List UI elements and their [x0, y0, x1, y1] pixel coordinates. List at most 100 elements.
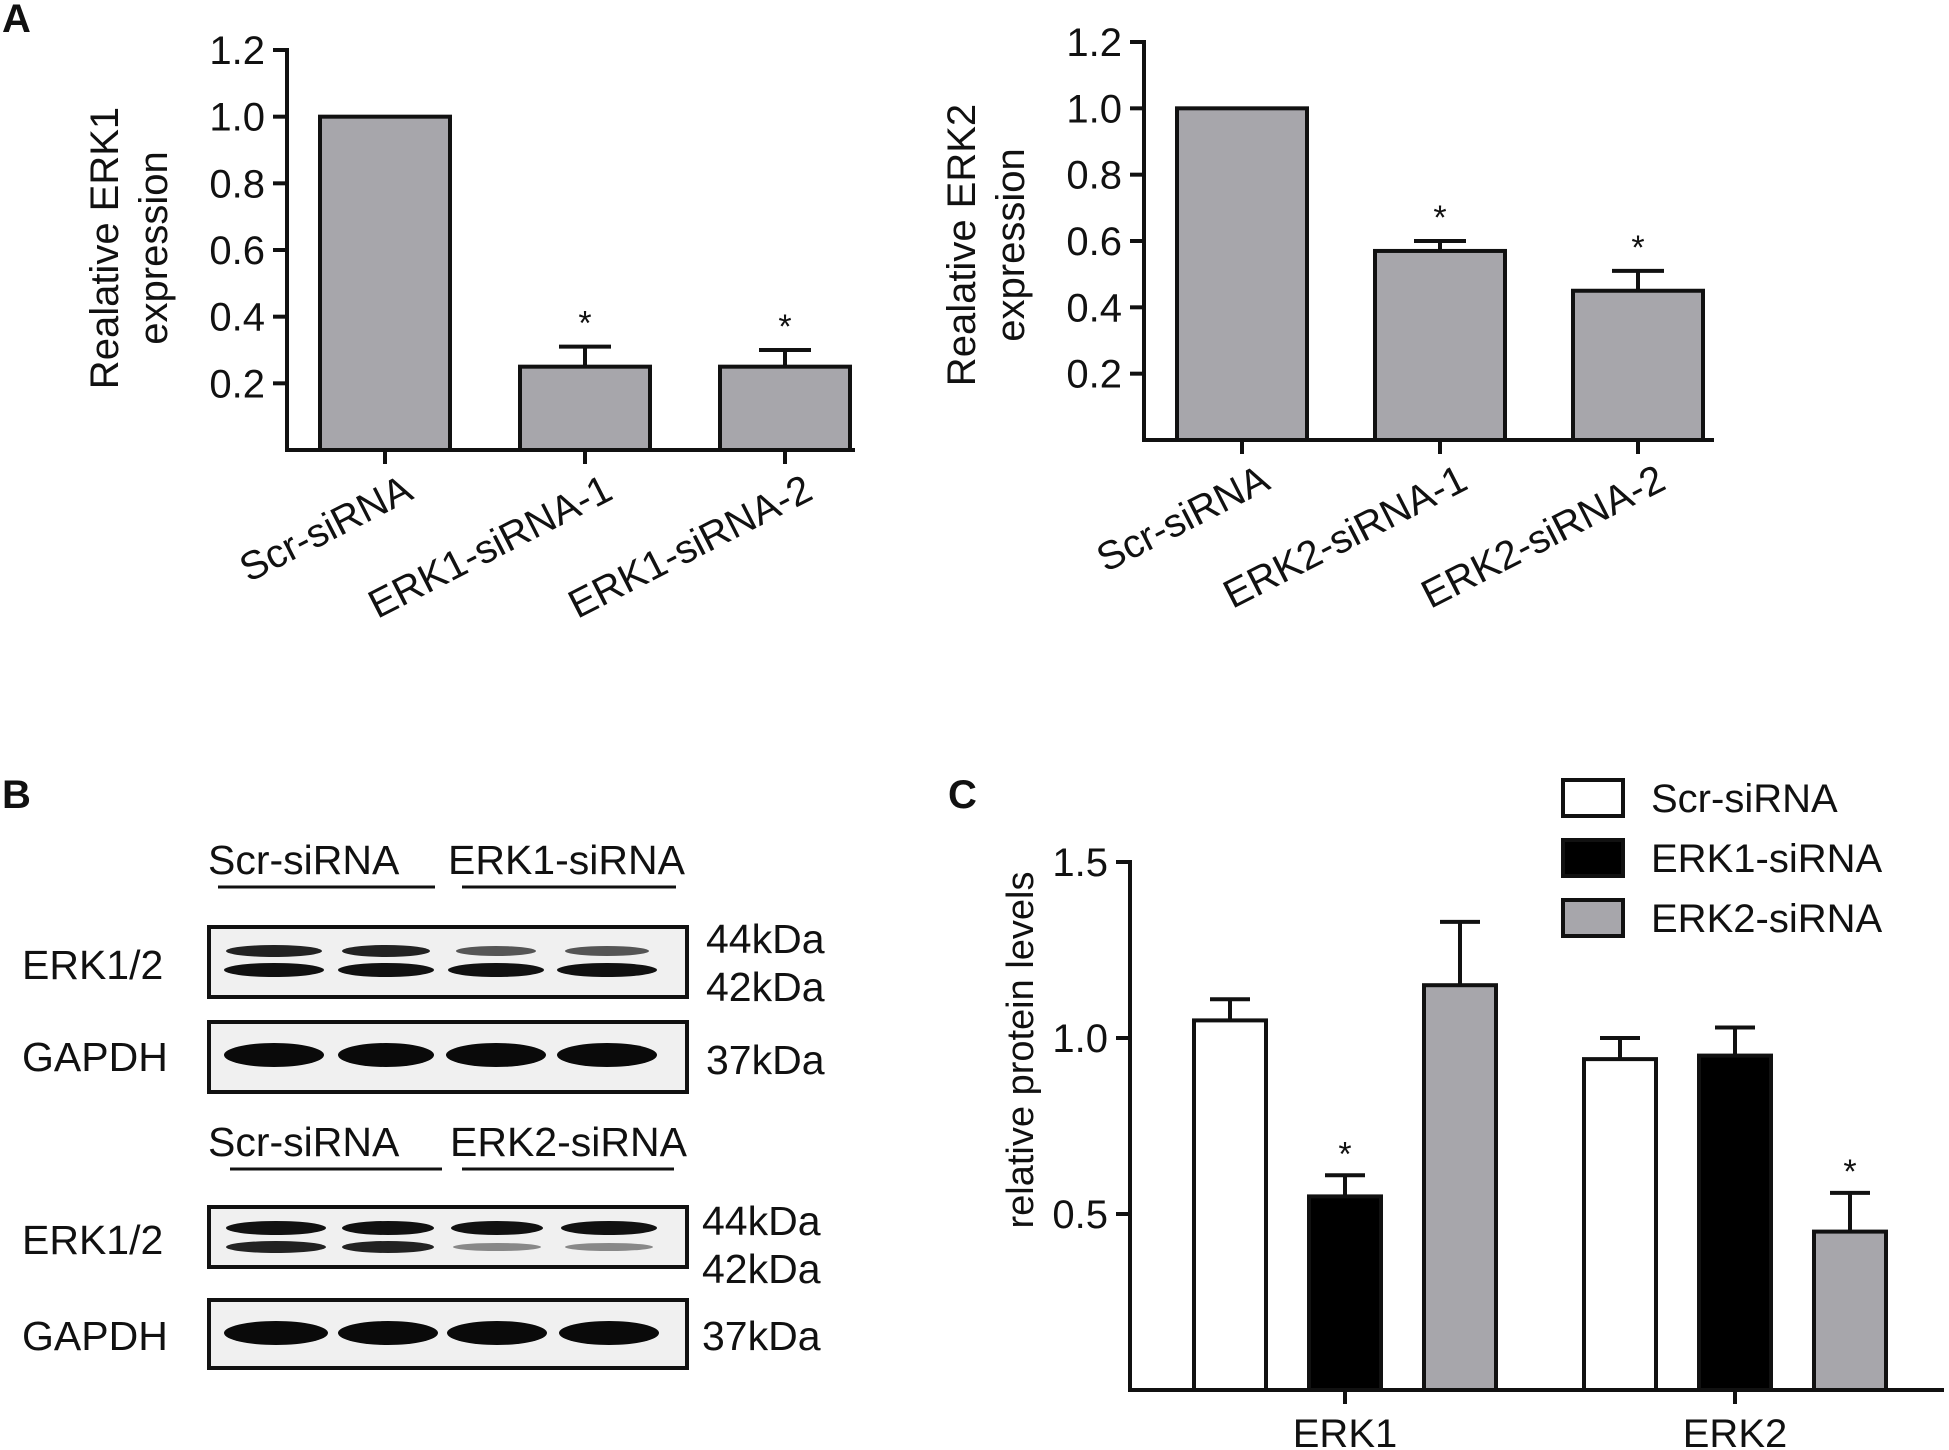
row-label-erk12: ERK1/2 [22, 1217, 163, 1263]
legend-label: Scr-siRNA [1651, 777, 1838, 821]
bar [518, 364, 652, 452]
y-tick-label: 0.2 [1066, 353, 1122, 397]
bar [1307, 1194, 1383, 1393]
row-label-gapdh: GAPDH [22, 1313, 168, 1359]
band [342, 1241, 434, 1253]
panel-label-c: C [948, 773, 977, 817]
bar [718, 364, 852, 452]
legend-swatch [1561, 778, 1625, 818]
significance-marker: * [1338, 1135, 1351, 1173]
bar [1812, 1229, 1888, 1392]
significance-marker: * [578, 305, 591, 343]
band [338, 963, 434, 977]
band [448, 963, 544, 977]
band [224, 1321, 328, 1345]
y-tick-label: 0.8 [209, 162, 265, 206]
bands-gapdh [224, 1043, 657, 1067]
bands-erk12-lower [224, 963, 657, 977]
legend-swatch [1561, 898, 1625, 938]
western-blot-top: Scr-siRNA ERK1-siRNA ERK1/2 44kDa 42kDa … [22, 837, 825, 1094]
chart-c-protein-levels: relative protein levels Scr-siRNA ERK1-si… [1000, 777, 1944, 1450]
mw-44kda: 44kDa [702, 1198, 821, 1244]
bands-erk12-upper [226, 945, 649, 957]
band [338, 1321, 438, 1345]
bar [1373, 248, 1507, 442]
bands-erk12-upper [226, 1221, 657, 1235]
band [342, 945, 430, 957]
y-tick-label: 0.5 [1052, 1193, 1108, 1237]
group-label-scr: Scr-siRNA [208, 837, 400, 883]
band [446, 1043, 546, 1067]
y-axis-label: relative protein levels [1000, 872, 1042, 1229]
row-label-gapdh: GAPDH [22, 1034, 168, 1080]
panel-label-b: B [2, 773, 31, 817]
mw-42kda: 42kDa [706, 964, 825, 1010]
y-tick-label: 0.6 [1066, 220, 1122, 264]
band [447, 1321, 547, 1345]
significance-marker: * [1843, 1153, 1856, 1191]
mw-44kda: 44kDa [706, 916, 825, 962]
y-tick-label: 0.8 [1066, 154, 1122, 198]
y-axis-label-line2: expression [132, 151, 176, 344]
y-tick-label: 1.0 [1066, 87, 1122, 131]
bar [318, 114, 452, 453]
mw-42kda: 42kDa [702, 1246, 821, 1292]
group-label-scr: Scr-siRNA [208, 1119, 400, 1165]
band [453, 1243, 541, 1251]
band [224, 1043, 324, 1067]
y-tick-label: 0.4 [1066, 286, 1122, 330]
significance-marker: * [1631, 229, 1644, 267]
band [557, 963, 657, 977]
y-tick-label: 0.2 [209, 362, 265, 406]
chart-a-erk1: Realative ERK1 expression 0.2 0.4 0.6 0.8 1.… [83, 29, 855, 627]
western-blot-bottom: Scr-siRNA ERK2-siRNA ERK1/2 44kDa 42kDa … [22, 1119, 821, 1370]
significance-marker: * [778, 308, 791, 346]
band [451, 1221, 543, 1235]
blot-frame-erk12 [207, 925, 689, 999]
bar [1697, 1053, 1773, 1392]
legend-swatch [1561, 838, 1625, 878]
y-tick-label: 1.0 [209, 96, 265, 140]
bands-erk12-lower [226, 1241, 653, 1253]
mw-37kda: 37kDa [702, 1313, 821, 1359]
legend-label: ERK2-siRNA [1651, 897, 1882, 941]
band [456, 946, 536, 956]
panel-label-a: A [2, 0, 31, 41]
blot-frame-erk12 [207, 1205, 689, 1269]
band [565, 1243, 653, 1251]
bar [1175, 106, 1309, 442]
mw-37kda: 37kDa [706, 1037, 825, 1083]
row-label-erk12: ERK1/2 [22, 942, 163, 988]
bar [1422, 983, 1498, 1392]
y-axis-label-line2: expression [989, 148, 1033, 341]
band [561, 1221, 657, 1235]
significance-marker: * [1433, 199, 1446, 237]
band [226, 1221, 326, 1235]
bar [1582, 1057, 1658, 1392]
band [565, 946, 649, 956]
band [557, 1043, 657, 1067]
band [342, 1221, 434, 1235]
bar [1192, 1018, 1268, 1393]
bar [1571, 288, 1705, 442]
y-tick-label: 1.2 [1066, 21, 1122, 65]
legend: Scr-siRNA ERK1-siRNA ERK2-siRNA [1561, 777, 1882, 941]
y-tick-label: 1.0 [1052, 1017, 1108, 1061]
x-tick-label: ERK1 [1293, 1412, 1398, 1450]
x-tick-label: ERK2 [1683, 1412, 1788, 1450]
band [224, 963, 324, 977]
y-axis-label-line1: Realative ERK2 [940, 104, 984, 386]
y-axis-label-line1: Realative ERK1 [83, 107, 127, 389]
chart-a-erk2: Realative ERK2 expression 0.2 0.4 0.6 0.8 1.… [940, 21, 1714, 617]
group-label-erk1: ERK1-siRNA [448, 837, 686, 883]
y-tick-label: 0.6 [209, 229, 265, 273]
y-tick-label: 0.4 [209, 296, 265, 340]
group-label-erk2: ERK2-siRNA [450, 1119, 688, 1165]
band [226, 1241, 326, 1253]
band [226, 945, 322, 957]
band [338, 1043, 434, 1067]
y-tick-label: 1.2 [209, 29, 265, 73]
bands-gapdh [224, 1321, 659, 1345]
y-tick-label: 1.5 [1052, 841, 1108, 885]
